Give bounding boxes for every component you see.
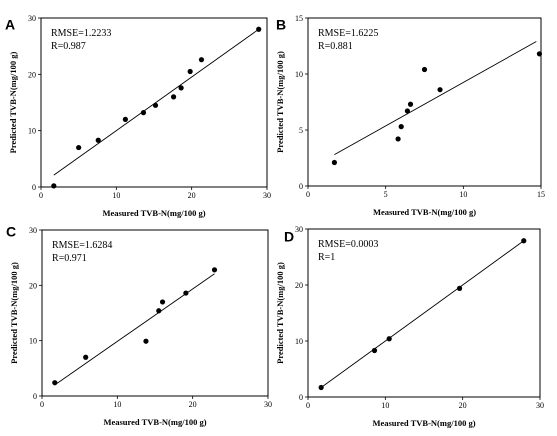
panel-d-y-tick-label: 0 — [299, 393, 303, 402]
panel-d-y-axis-title: Predicted TVB-N(mg/100 g) — [275, 262, 285, 364]
panel-b-y-tick-label: 15 — [295, 14, 303, 23]
panel-d-r-label: R=1 — [318, 252, 335, 263]
panel-a-x-tick-label: 20 — [188, 191, 196, 200]
panel-a-data-point — [51, 183, 57, 189]
panel-d-data-point — [386, 336, 392, 342]
panel-a-data-point — [178, 85, 184, 91]
panel-c-plot-frame — [41, 229, 269, 397]
panel-d-y-tick-label: 10 — [295, 337, 303, 346]
panel-c-data-point — [183, 290, 189, 296]
panel-c-data-point — [156, 308, 162, 314]
panel-d-letter: D — [284, 228, 294, 244]
panel-c-x-tick-label: 0 — [40, 400, 44, 409]
panel-b-x-axis-title: Measured TVB-N(mg/100 g) — [373, 207, 476, 217]
panel-c-data-point — [211, 267, 218, 273]
panel-a-data-point — [95, 137, 101, 143]
panel-d-x-tick-label: 10 — [381, 401, 389, 410]
panel-b-rmse-label: RMSE=1.6225 — [318, 28, 378, 39]
panel-d-data-point — [318, 384, 324, 391]
panel-b-data-point — [331, 159, 338, 166]
panel-a-data-point — [187, 68, 193, 75]
panel-b-data-point — [398, 124, 404, 130]
panel-a-data-point — [256, 26, 262, 32]
panel-a-data-point — [140, 110, 147, 116]
panel-a-y-tick-label: 0 — [32, 183, 36, 192]
panel-a-data-point — [76, 144, 82, 151]
panel-a-data-point — [122, 116, 128, 122]
panel-b: B 0 5 10 15 0 5 10 15 Measured TVB-N(mg/100 g) Pre… — [275, 14, 545, 217]
panel-b-y-tick-label: 0 — [299, 182, 303, 191]
panel-a-y-tick-label: 20 — [28, 70, 36, 79]
panel-d-data-point — [456, 285, 463, 291]
panel-b-data-point — [421, 66, 428, 73]
panel-d-data-point — [521, 238, 527, 244]
panel-b-plot-frame — [307, 17, 542, 187]
panel-d-y-tick-label: 20 — [295, 281, 303, 290]
panel-b-r-label: R=0.881 — [318, 41, 353, 52]
panel-c-x-tick-label: 10 — [113, 400, 121, 409]
panel-a-letter: A — [5, 16, 15, 32]
panel-d-data-point — [371, 347, 378, 354]
panel-a-plot-frame — [40, 17, 268, 188]
panel-c-fit-line — [54, 273, 215, 386]
panel-c-r-label: R=0.971 — [52, 253, 87, 264]
panel-b-x-tick-label: 10 — [459, 190, 467, 199]
panel-c-data-point — [159, 299, 166, 305]
panel-c-y-tick-label: 0 — [33, 392, 37, 401]
panel-b-data-point — [395, 136, 401, 142]
panel-a-x-tick-label: 0 — [39, 191, 43, 200]
panel-d-fit-line — [320, 240, 525, 388]
panel-c-x-tick-label: 20 — [189, 400, 197, 409]
panel-b-y-tick-label: 10 — [295, 70, 303, 79]
panel-c-data-point — [52, 380, 58, 386]
panel-a-data-point — [198, 57, 205, 63]
panel-c-x-axis-title: Measured TVB-N(mg/100 g) — [103, 417, 206, 427]
panel-d-rmse-label: RMSE=0.0003 — [318, 239, 378, 250]
panel-a-y-tick-label: 10 — [28, 127, 36, 136]
panel-d-plot-frame — [307, 228, 541, 398]
panel-a-x-axis-title: Measured TVB-N(mg/100 g) — [102, 208, 205, 218]
panel-c-data-point — [83, 354, 89, 360]
panel-a-x-tick-label: 30 — [263, 191, 271, 200]
panel-c-data-point — [143, 338, 149, 344]
panel-b-y-axis-title: Predicted TVB-N(mg/100 g) — [275, 51, 285, 153]
panel-a-y-axis-title: Predicted TVB-N(mg/100 g) — [8, 52, 18, 154]
panel-a-y-tick-label: 30 — [28, 14, 36, 23]
panel-a-data-point — [152, 102, 159, 108]
panel-c-letter: C — [6, 223, 16, 239]
panel-a-x-tick-label: 10 — [112, 191, 120, 200]
panel-b-data-point — [407, 101, 414, 107]
panel-d-x-tick-label: 0 — [306, 401, 310, 410]
panel-d-x-tick-label: 30 — [536, 401, 544, 410]
panel-a-rmse-label: RMSE=1.2233 — [51, 28, 111, 39]
panel-b-data-point — [536, 51, 543, 57]
panel-c-x-tick-label: 30 — [264, 400, 272, 409]
panel-b-y-tick-label: 5 — [299, 126, 303, 135]
panel-b-fit-line — [334, 41, 537, 156]
panel-c: C 0 10 20 30 0 10 20 30 Measured TVB-N(mg/100 g) P… — [6, 223, 272, 427]
panel-c-y-tick-label: 10 — [29, 337, 37, 346]
panel-a-r-label: R=0.987 — [51, 41, 86, 52]
panel-a: A 0 10 20 30 0 10 20 30 Measured TVB-N(mg/100 g) P… — [5, 14, 271, 218]
panel-d-x-tick-label: 20 — [459, 401, 467, 410]
panel-b-x-tick-label: 15 — [537, 190, 545, 199]
panel-b-data-point — [437, 87, 443, 93]
panel-d: D 0 10 20 30 0 10 20 30 Measured TVB-N(mg/100 g) P… — [275, 225, 544, 428]
panel-b-letter: B — [276, 16, 286, 32]
panel-d-y-tick-label: 30 — [295, 225, 303, 234]
panel-c-y-tick-label: 20 — [29, 281, 37, 290]
panel-a-data-point — [170, 94, 177, 100]
panel-b-x-tick-label: 5 — [384, 190, 388, 199]
panel-a-fit-line — [53, 28, 259, 176]
panel-c-y-tick-label: 30 — [29, 226, 37, 235]
panel-c-rmse-label: RMSE=1.6284 — [52, 240, 112, 251]
panel-c-y-axis-title: Predicted TVB-N(mg/100 g) — [9, 262, 19, 364]
panel-b-x-tick-label: 0 — [306, 190, 310, 199]
panel-d-x-axis-title: Measured TVB-N(mg/100 g) — [372, 418, 475, 428]
panel-b-data-point — [404, 108, 411, 114]
